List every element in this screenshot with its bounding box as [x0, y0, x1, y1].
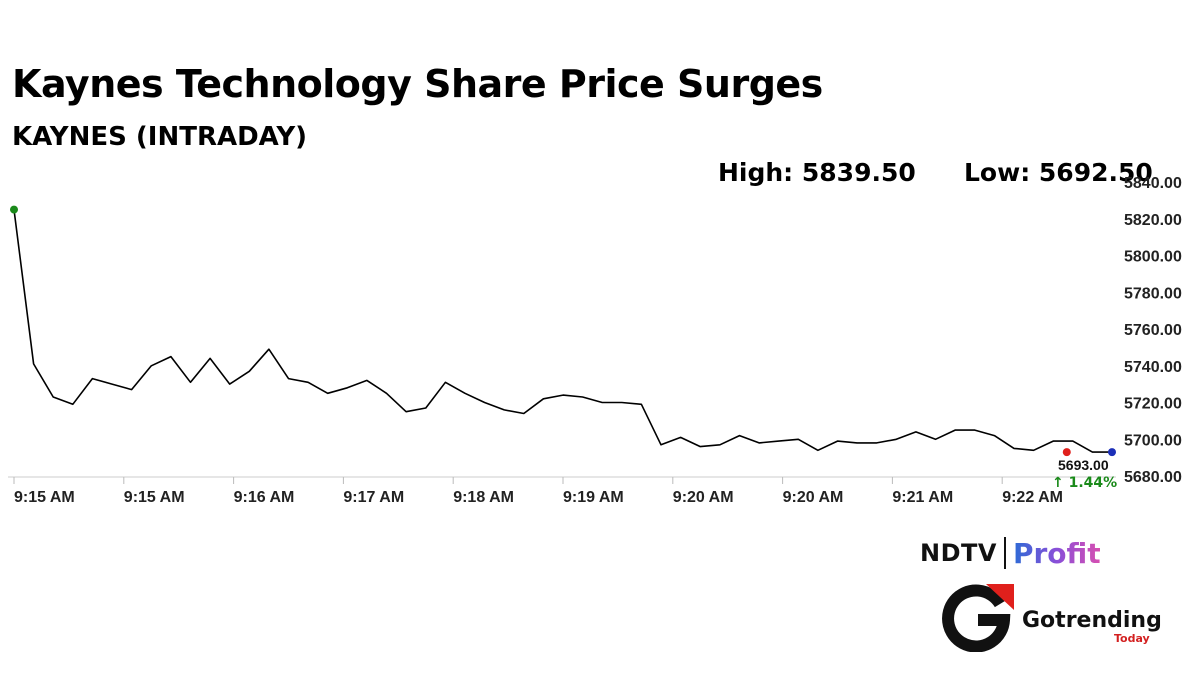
low-price-label: Low: 5692.50 [964, 158, 1153, 187]
last-value-label: 5693.00 [1058, 457, 1109, 473]
x-tick-label: 9:20 AM [673, 489, 734, 506]
chart-title: Kaynes Technology Share Price Surges [12, 62, 823, 106]
ndtv-wordmark: NDTV [920, 539, 997, 567]
logo-divider [1003, 537, 1006, 569]
y-tick-label: 5740.00 [1124, 359, 1182, 376]
x-tick-label: 9:20 AM [783, 489, 844, 506]
x-tick-label: 9:21 AM [892, 489, 953, 506]
gotrending-wordmark: Gotrending [1022, 608, 1162, 633]
y-tick-label: 5760.00 [1124, 322, 1182, 339]
y-tick-label: 5720.00 [1124, 396, 1182, 413]
high-price-label: High: 5839.50 [718, 158, 916, 187]
y-tick-label: 5700.00 [1124, 432, 1182, 449]
y-tick-label: 5780.00 [1124, 285, 1182, 302]
price-series-line [13, 209, 1112, 453]
chart-subtitle: KAYNES (INTRADAY) [12, 122, 308, 152]
y-tick-label: 5820.00 [1124, 212, 1182, 229]
x-tick-label: 9:15 AM [124, 489, 185, 506]
y-tick-label: 5680.00 [1124, 469, 1182, 486]
profit-wordmark: Profit [1012, 536, 1101, 570]
y-tick-label: 5800.00 [1124, 249, 1182, 266]
gotrending-logo: Gotrending Today [938, 582, 1178, 652]
g-logo-icon [942, 584, 1014, 652]
x-tick-label: 9:17 AM [343, 489, 404, 506]
gotrending-sub: Today [1114, 632, 1150, 645]
x-tick-label: 9:16 AM [234, 489, 295, 506]
ndtv-profit-logo: NDTV Profit [920, 536, 1101, 570]
change-percent-label: ↑ 1.44% [1052, 475, 1117, 491]
x-tick-label: 9:15 AM [14, 489, 75, 506]
x-tick-label: 9:19 AM [563, 489, 624, 506]
x-tick-label: 9:22 AM [1002, 489, 1063, 506]
y-tick-label: 5840.00 [1124, 175, 1182, 192]
x-tick-label: 9:18 AM [453, 489, 514, 506]
last-point-marker [1108, 448, 1116, 457]
low-point-marker [1062, 448, 1071, 457]
start-point-marker [10, 205, 18, 214]
